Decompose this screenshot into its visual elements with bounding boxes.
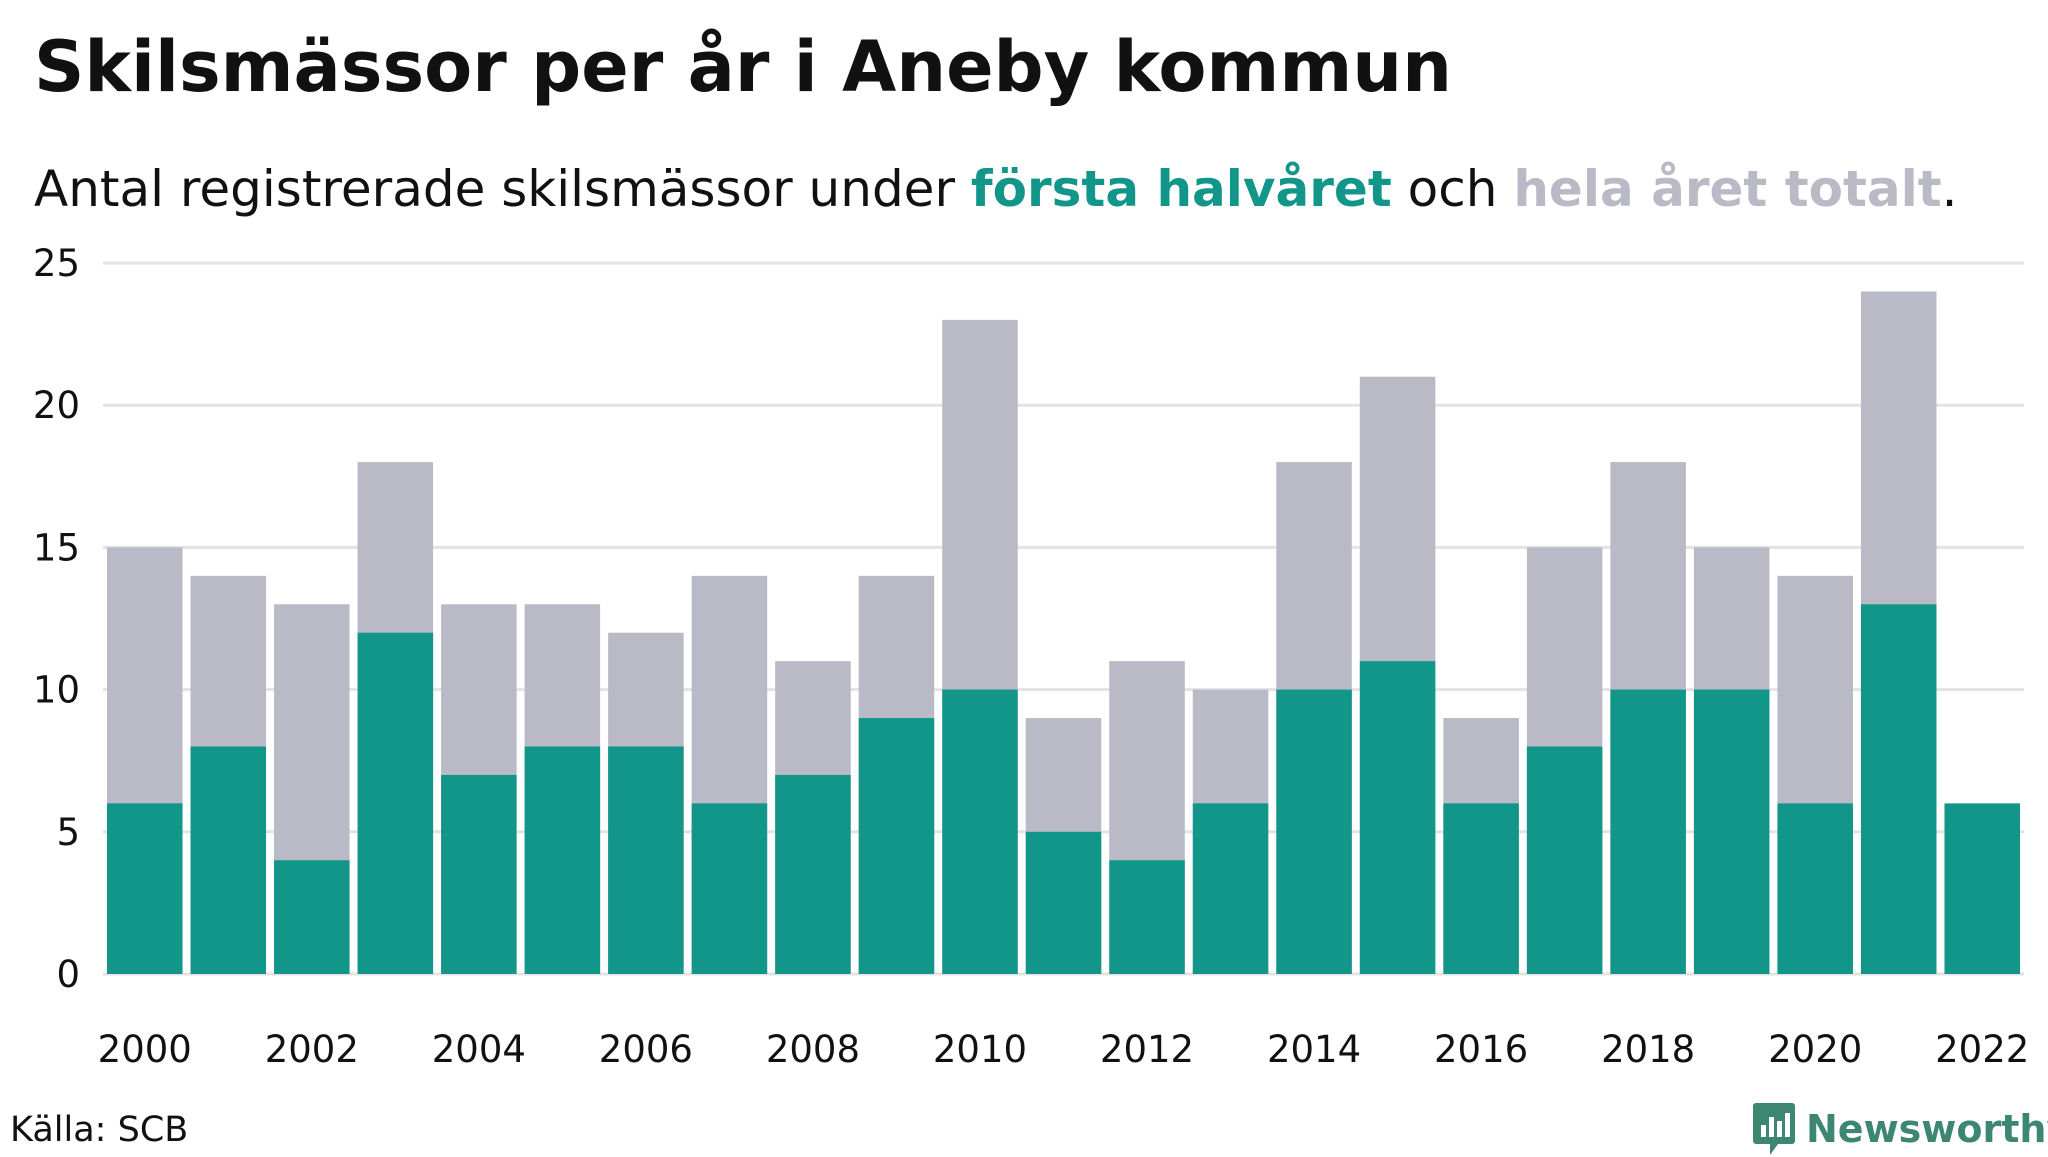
x-tick-label: 2022 xyxy=(1935,1028,2029,1071)
brand: Newsworthy xyxy=(1752,1101,2048,1157)
x-tick-label: 2020 xyxy=(1768,1028,1862,1071)
bar-first-half xyxy=(190,746,267,974)
x-tick-label: 2016 xyxy=(1434,1028,1528,1071)
bar-first-half xyxy=(608,746,684,974)
bar-first-half xyxy=(1610,689,1686,974)
chart-title: Skilsmässor per år i Aneby kommun xyxy=(34,26,1452,108)
newsworthy-logo-icon xyxy=(1753,1103,1795,1155)
subtitle-prefix: Antal registrerade skilsmässor under xyxy=(34,160,971,218)
bar-first-half xyxy=(691,803,768,974)
y-tick-label: 5 xyxy=(56,811,80,854)
chart-subtitle: Antal registrerade skilsmässor under för… xyxy=(34,158,1958,220)
bar-first-half xyxy=(524,746,601,974)
x-tick-label: 2002 xyxy=(265,1028,359,1071)
bar-first-half xyxy=(858,718,935,974)
subtitle-middle: och xyxy=(1391,160,1514,218)
subtitle-suffix: . xyxy=(1941,160,1958,218)
y-tick-label: 20 xyxy=(33,384,80,427)
x-tick-label: 2014 xyxy=(1267,1028,1361,1071)
bar-first-half xyxy=(1276,689,1352,974)
bar-first-half xyxy=(1359,661,1436,974)
bar-first-half xyxy=(441,774,517,974)
y-tick-label: 10 xyxy=(33,669,80,712)
bar-first-half xyxy=(1860,604,1937,974)
x-tick-label: 2012 xyxy=(1100,1028,1194,1071)
first-half-bars xyxy=(107,604,2020,974)
bar-first-half xyxy=(942,689,1018,974)
bar-first-half xyxy=(1944,803,2020,974)
bar-first-half xyxy=(357,632,434,974)
legend-first-half: första halvåret xyxy=(970,160,1392,218)
bar-first-half xyxy=(274,860,350,974)
legend-full-year: hela året totalt xyxy=(1513,160,1942,218)
source-note: Källa: SCB xyxy=(10,1110,189,1150)
y-axis-labels: 0 5 10 15 20 25 xyxy=(33,242,80,996)
bar-first-half xyxy=(1777,803,1853,974)
bar-first-half xyxy=(1693,689,1770,974)
x-tick-label: 2008 xyxy=(766,1028,860,1071)
y-tick-label: 25 xyxy=(33,242,80,285)
y-tick-label: 15 xyxy=(33,526,80,569)
bar-first-half xyxy=(1109,860,1185,974)
bar-first-half xyxy=(107,803,183,974)
y-tick-label: 0 xyxy=(56,953,80,996)
bar-first-half xyxy=(1526,746,1603,974)
bar-first-half xyxy=(1443,803,1519,974)
x-tick-label: 2018 xyxy=(1601,1028,1695,1071)
x-tick-label: 2000 xyxy=(98,1028,192,1071)
x-axis-labels: 2000 2002 2004 2006 2008 2010 2012 2014 2016 2018… xyxy=(98,1028,2030,1071)
x-tick-label: 2010 xyxy=(933,1028,1027,1071)
x-tick-label: 2006 xyxy=(599,1028,693,1071)
bar-first-half xyxy=(1192,803,1269,974)
bar-first-half xyxy=(775,774,851,974)
brand-name: Newsworthy xyxy=(1806,1107,2048,1151)
x-tick-label: 2004 xyxy=(432,1028,526,1071)
bar-first-half xyxy=(1025,831,1102,974)
